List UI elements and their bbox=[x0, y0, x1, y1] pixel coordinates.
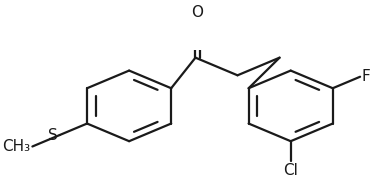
Text: S: S bbox=[48, 127, 58, 143]
Text: CH₃: CH₃ bbox=[2, 139, 31, 154]
Text: Cl: Cl bbox=[283, 163, 298, 178]
Text: O: O bbox=[191, 5, 203, 20]
Text: F: F bbox=[362, 69, 371, 84]
